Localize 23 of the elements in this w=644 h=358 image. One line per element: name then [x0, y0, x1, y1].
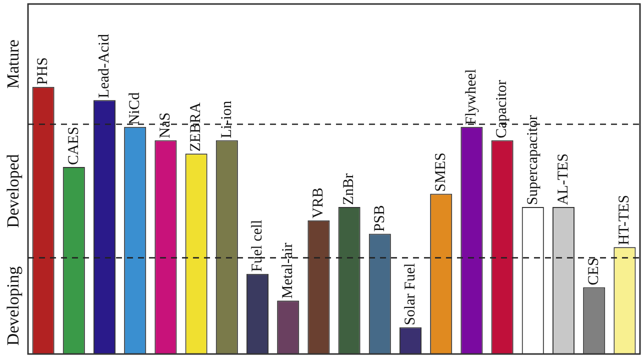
x-tick-label: SMES [433, 152, 450, 192]
x-tick-label: PHS [35, 57, 52, 85]
x-tick-label: Capacitor [494, 80, 510, 138]
x-tick-label: Li-ion [218, 100, 235, 138]
x-tick-label: Lead-Acid [96, 34, 112, 98]
x-tick-label: Metal-air [280, 242, 296, 299]
text: Mature [3, 40, 22, 89]
x-tick-label: CES [586, 258, 602, 286]
x-tick-label: ZEBRA [188, 102, 204, 152]
x-tick-label: Fuel cell [249, 220, 266, 272]
x-tick-label: HT-TES [616, 194, 633, 246]
x-tick-label: NiCd [127, 92, 144, 125]
x-tick-label: Supercapacitor [524, 115, 541, 206]
x-tick-label: ZnBr [341, 173, 358, 206]
x-tick-label: Flywheel [464, 69, 480, 125]
x-tick-label: NaS [158, 112, 174, 138]
x-tick-label: AL-TES [555, 153, 572, 206]
x-tick-label: VRB [310, 188, 327, 218]
x-tick-label: Solar Fuel [402, 263, 418, 326]
text: Developing [3, 266, 22, 346]
x-tick-label: PSB [372, 205, 388, 232]
text: Developed [3, 154, 22, 228]
x-tick-label: CAES [66, 126, 82, 165]
